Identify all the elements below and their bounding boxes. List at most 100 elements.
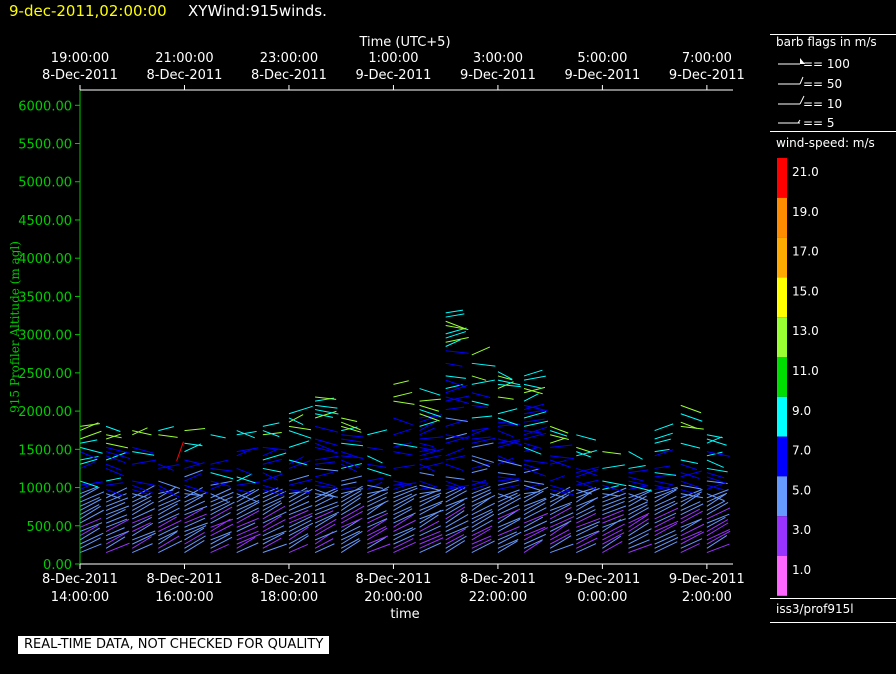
wind-barb (262, 458, 282, 465)
wind-barb (158, 531, 178, 545)
wind-barb (105, 505, 130, 516)
wind-barb (419, 480, 436, 488)
wind-barb (471, 486, 491, 495)
wind-barb (549, 543, 574, 554)
top-tick-time: 7:00:00 (682, 51, 732, 66)
wind-barb (706, 476, 727, 484)
wind-barb (654, 516, 676, 528)
wind-barb (393, 508, 413, 520)
wind-barb (706, 467, 728, 473)
wind-barb (288, 460, 311, 469)
wind-barb (576, 446, 592, 453)
wind-barb (471, 346, 491, 356)
wind-barb (367, 429, 388, 436)
wind-barb (445, 535, 467, 549)
wind-barb (706, 434, 723, 439)
wind-barb (628, 543, 652, 554)
wind-barb (497, 459, 522, 467)
wind-barb (523, 484, 541, 491)
wind-barb (654, 487, 679, 499)
wind-barb (184, 495, 203, 507)
wind-barb (79, 430, 102, 440)
wind-barb (184, 525, 207, 537)
wind-barb (654, 448, 670, 453)
wind-barb (236, 430, 255, 439)
wind-barb (628, 489, 652, 499)
wind-barb (184, 535, 206, 549)
wind-barb (314, 409, 339, 415)
wind-barb (628, 539, 650, 549)
wind-barb (367, 527, 388, 541)
wind-barb (680, 493, 701, 507)
wind-barb (210, 434, 226, 439)
speed-bin-label: 3.0 (792, 523, 811, 537)
wind-barb (523, 540, 543, 553)
wind-barb (497, 371, 513, 380)
wind-barb (393, 527, 416, 541)
y-axis-label: 915 Profiler Altitude (m agl) (8, 241, 22, 413)
wind-barb (419, 490, 441, 495)
barb-legend-label: == 10 (803, 97, 842, 111)
wind-barb (79, 461, 95, 469)
wind-barb (576, 467, 598, 477)
wind-barb (523, 411, 547, 419)
wind-barb (262, 500, 282, 511)
wind-barb (184, 469, 203, 478)
wind-barb (471, 392, 491, 399)
wind-barb (523, 480, 545, 485)
wind-barb (549, 520, 572, 532)
wind-barb (471, 497, 491, 511)
wind-barb (367, 446, 384, 451)
wind-barb (419, 409, 441, 418)
wind-barb (445, 503, 465, 516)
speed-color-swatch (777, 556, 787, 596)
wind-barb (367, 484, 383, 489)
wind-barb (419, 398, 441, 402)
wind-barb (340, 525, 361, 537)
wind-barb (706, 502, 729, 516)
wind-barb (445, 417, 468, 423)
barb-flag-glyph (799, 76, 804, 85)
wind-barb (654, 480, 673, 486)
wind-barb (445, 339, 461, 347)
wind-barb (680, 518, 703, 528)
wind-barb (158, 516, 177, 528)
wind-barb (158, 434, 178, 438)
wind-barb (549, 522, 569, 537)
wind-barb (341, 438, 362, 443)
wind-barb (602, 523, 625, 537)
wind-barb (340, 485, 363, 499)
wind-barb (419, 520, 440, 532)
wind-barb (654, 438, 671, 444)
wind-barb (680, 413, 703, 422)
wind-barb (497, 375, 513, 381)
wind-barb (184, 517, 206, 528)
wind-barb (602, 509, 624, 520)
wind-barb (445, 379, 467, 388)
wind-barb (680, 531, 705, 545)
wind-barb (79, 455, 99, 461)
wind-barb (602, 484, 625, 493)
wind-barb (471, 513, 495, 528)
wind-barb (314, 543, 335, 553)
wind-barb (654, 486, 678, 495)
top-axis-title: Time (UTC+5) (358, 35, 450, 50)
wind-barb (523, 403, 545, 411)
wind-barb (105, 502, 126, 511)
wind-barb (628, 528, 652, 541)
wind-barb (262, 467, 282, 473)
wind-barb (210, 467, 233, 472)
wind-barb (680, 488, 697, 495)
speed-color-swatch (777, 158, 787, 198)
wind-barb (523, 527, 549, 541)
legend-graphics: == 100 == 50 == 10 == 5 21.0 19.0 17.0 15.0 13.0… (777, 57, 850, 596)
wind-barb (706, 493, 725, 502)
wind-barb (236, 473, 253, 482)
barb-flag-glyph (800, 58, 805, 64)
wind-barb (471, 437, 496, 444)
top-tick-date: 9-Dec-2011 (355, 68, 431, 83)
wind-barb (419, 484, 441, 491)
wind-barb (367, 455, 383, 464)
wind-barb (654, 472, 677, 476)
wind-barb (576, 497, 597, 511)
